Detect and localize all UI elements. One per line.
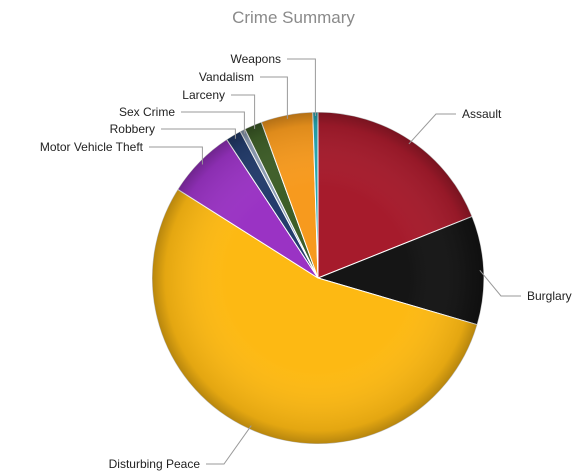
slice-label-weapons: Weapons <box>231 52 281 66</box>
slice-label-robbery: Robbery <box>110 122 155 136</box>
leader-line-robbery <box>161 128 236 139</box>
slice-label-burglary: Burglary <box>527 289 572 303</box>
leader-line-vandalism <box>260 76 288 119</box>
leader-line-burglary <box>479 269 521 297</box>
leader-line-larceny <box>231 94 256 129</box>
leader-line-motor-vehicle-theft <box>149 146 203 165</box>
leader-line-assault <box>408 113 456 145</box>
slice-label-disturbing-peace: Disturbing Peace <box>109 457 201 471</box>
slice-label-vandalism: Vandalism <box>199 70 254 84</box>
leader-line-sex-crime <box>181 111 245 134</box>
leader-line-disturbing-peace <box>206 425 252 465</box>
slice-label-motor-vehicle-theft: Motor Vehicle Theft <box>40 140 144 154</box>
chart-title: Crime Summary <box>232 8 355 27</box>
slice-label-larceny: Larceny <box>182 88 225 102</box>
leader-line-weapons <box>287 58 316 116</box>
slice-label-assault: Assault <box>462 107 502 121</box>
slice-label-sex-crime: Sex Crime <box>119 105 175 119</box>
